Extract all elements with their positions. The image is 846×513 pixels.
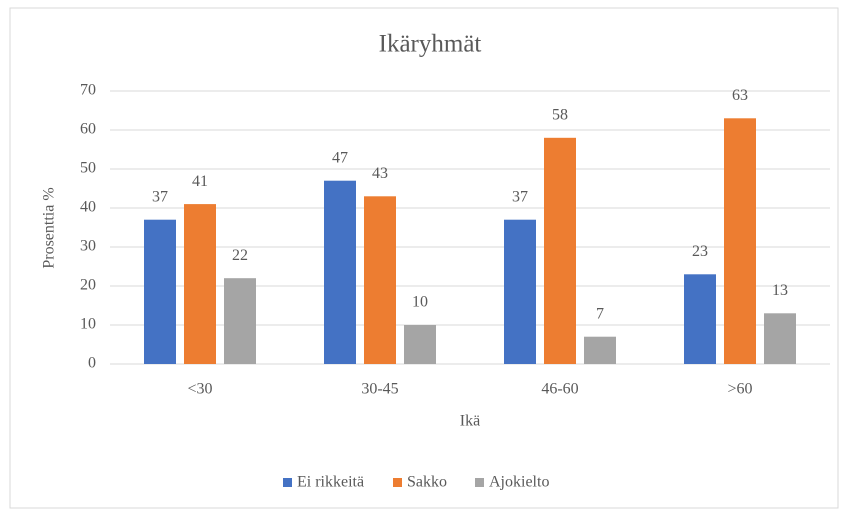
data-label: 7 <box>596 305 604 322</box>
data-label: 13 <box>772 282 788 299</box>
x-tick-label: >60 <box>727 381 752 398</box>
x-axis-label: Ikä <box>460 413 480 430</box>
bar <box>764 313 796 364</box>
y-tick-label: 60 <box>80 121 96 138</box>
bar <box>544 137 576 364</box>
data-label: 37 <box>512 188 528 205</box>
bar <box>724 118 756 364</box>
bar <box>144 219 176 364</box>
data-label: 47 <box>332 149 348 166</box>
chart-border <box>9 7 839 509</box>
y-tick-label: 40 <box>80 199 96 216</box>
chart-title: Ikäryhmät <box>379 31 482 58</box>
y-axis-label: Prosenttia % <box>41 187 58 268</box>
data-label: 37 <box>152 188 168 205</box>
legend-swatch <box>475 478 484 487</box>
y-tick-label: 50 <box>80 160 96 177</box>
legend-label: Ei rikkeitä <box>297 474 364 491</box>
y-tick-label: 10 <box>80 316 96 333</box>
data-label: 10 <box>412 294 428 311</box>
bar <box>584 336 616 364</box>
data-label: 43 <box>372 165 388 182</box>
legend-swatch <box>393 478 402 487</box>
legend-label: Sakko <box>407 474 447 491</box>
data-label: 22 <box>232 247 248 264</box>
legend-label: Ajokielto <box>489 474 549 491</box>
bar <box>364 196 396 364</box>
bar <box>184 204 216 364</box>
y-tick-label: 30 <box>80 238 96 255</box>
legend-swatch <box>283 478 292 487</box>
bar <box>504 219 536 364</box>
data-label: 63 <box>732 87 748 104</box>
y-tick-label: 0 <box>88 355 96 372</box>
data-label: 41 <box>192 173 208 190</box>
data-label: 58 <box>552 106 568 123</box>
bar <box>404 325 436 364</box>
y-tick-label: 70 <box>80 82 96 99</box>
x-tick-label: <30 <box>187 381 212 398</box>
data-label: 23 <box>692 243 708 260</box>
bar <box>684 274 716 364</box>
x-tick-label: 46-60 <box>541 381 578 398</box>
x-tick-label: 30-45 <box>361 381 398 398</box>
y-tick-label: 20 <box>80 277 96 294</box>
bar <box>224 278 256 364</box>
bar <box>324 180 356 364</box>
